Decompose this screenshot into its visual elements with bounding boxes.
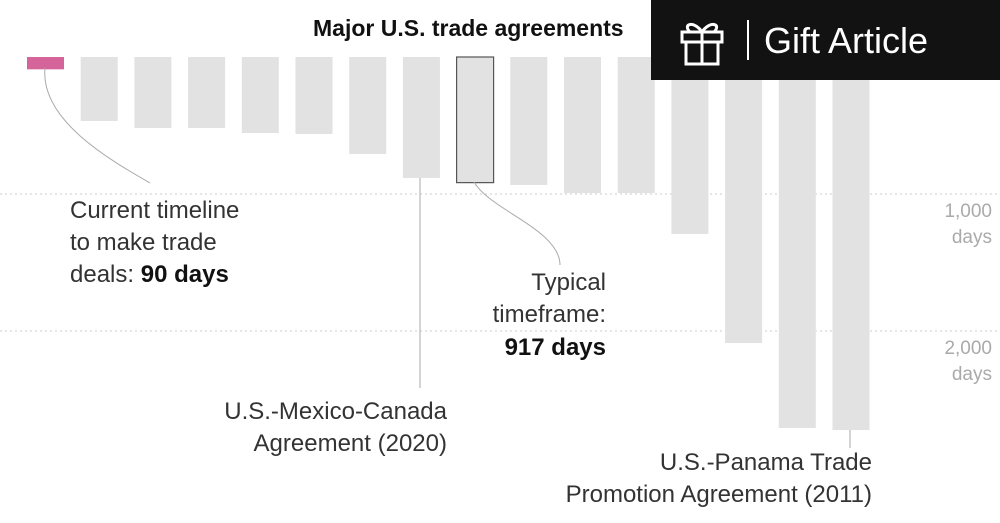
bar: [349, 57, 387, 154]
bar: [80, 57, 118, 121]
annotation: deals: 90 days: [70, 261, 229, 288]
bar: [617, 57, 655, 194]
bar: [134, 57, 172, 128]
y-tick-unit: days: [952, 364, 992, 385]
annotation-bold: 90 days: [141, 261, 229, 288]
bar: [671, 57, 709, 235]
gift-button[interactable]: Gift Article: [651, 0, 1000, 80]
annotation: to make trade: [70, 229, 217, 256]
annotation: Current timeline: [70, 197, 239, 224]
plot: 1,000 days 2,000 days: [0, 56, 1000, 431]
y-tick-unit: days: [952, 227, 992, 248]
y-tick-label: 1,000: [944, 201, 992, 222]
leader-line: [44, 67, 151, 184]
annotation: Typical: [531, 269, 606, 296]
bar: [27, 57, 64, 70]
bar: [778, 57, 816, 428]
y-tick-label: 2,000: [944, 338, 992, 359]
annotation: U.S.-Panama Trade: [660, 449, 872, 476]
bar: [832, 57, 870, 431]
bar: [564, 57, 601, 194]
bar: [402, 57, 440, 178]
chart-title: Major U.S. trade agreements: [313, 15, 624, 41]
annotation: deals:: [70, 261, 141, 288]
gift-button-bg[interactable]: [651, 0, 1000, 80]
bar: [295, 57, 333, 134]
annotation: U.S.-Mexico-Canada: [224, 398, 447, 425]
gift-button-label[interactable]: Gift Article: [764, 20, 928, 61]
leader-line: [473, 181, 561, 266]
annotation: Promotion Agreement (2011): [566, 481, 872, 508]
bar: [456, 56, 495, 184]
bar: [725, 57, 763, 344]
gift-icon[interactable]: [680, 23, 724, 66]
annotation: Agreement (2020): [254, 430, 447, 457]
annotation-bold: 917 days: [505, 334, 606, 361]
bar: [241, 57, 279, 134]
bar: [188, 57, 226, 128]
bar: [510, 57, 548, 185]
annotation: timeframe:: [493, 301, 606, 328]
